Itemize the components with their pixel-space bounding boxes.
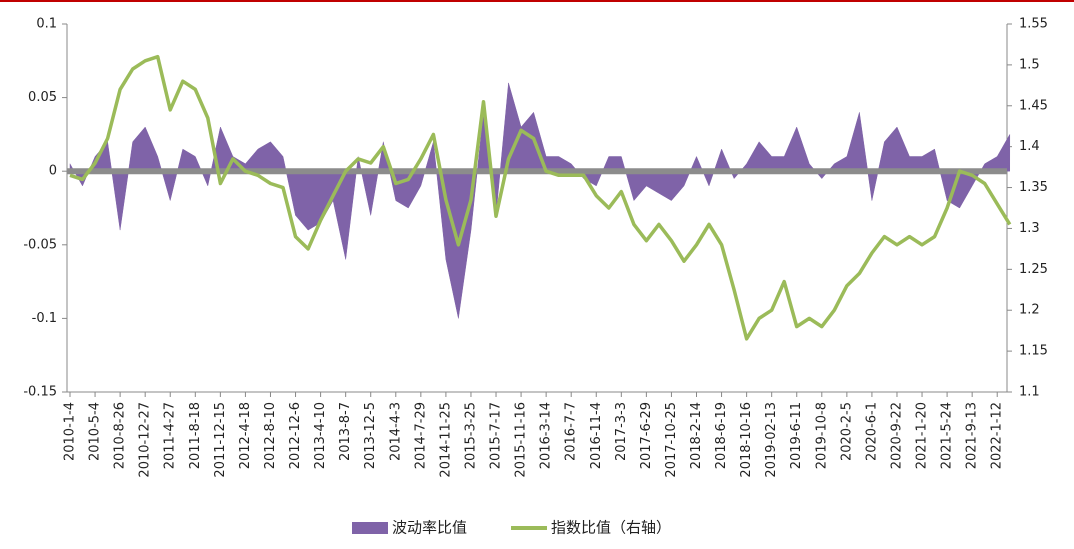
x-tick-label: 2019-02-13 [764,402,779,478]
x-tick-label: 2021-1-20 [915,402,930,469]
volatility-area [69,82,1011,319]
x-tick-label: 2018-6-19 [714,402,729,469]
x-tick-label: 2011-8-18 [188,402,203,469]
x-tick-label: 2020-6-1 [864,402,879,461]
x-tick-label: 2020-9-22 [889,402,904,469]
x-tick-label: 2011-4-27 [163,402,178,469]
x-tick-label: 2012-8-10 [263,402,278,469]
x-tick-label: 2019-10-8 [814,402,829,469]
x-tick-label: 2017-3-3 [614,402,629,461]
y2-tick-label: 1.5 [1019,57,1040,72]
index-line [69,54,1012,341]
x-tick-label: 2015-3-25 [463,402,478,469]
x-tick-label: 2010-5-4 [88,402,103,461]
x-tick-label: 2018-10-16 [739,402,754,478]
x-tick-label: 2015-7-17 [489,402,504,469]
legend-label: 波动率比值 [392,519,467,537]
y-tick-label: -0.05 [23,237,57,252]
x-tick-label: 2014-4-3 [388,402,403,461]
y-tick-label: -0.15 [23,385,57,400]
x-tick-label: 2017-6-29 [639,402,654,469]
x-tick-label: 2014-7-29 [413,402,428,469]
x-tick-label: 2013-12-5 [363,402,378,469]
y2-tick-label: 1.2 [1019,303,1040,318]
y-tick-label: 0.1 [36,17,57,32]
x-tick-label: 2010-12-27 [138,402,153,478]
y-tick-label: 0 [49,164,57,179]
x-tick-label: 2010-1-4 [63,402,78,461]
y-tick-label: -0.1 [32,311,57,326]
x-tick-label: 2020-2-5 [839,402,854,461]
x-tick-label: 2022-1-12 [990,402,1005,469]
legend-label: 指数比值（右轴） [551,519,671,537]
x-tick-label: 2019-6-11 [789,402,804,469]
y2-tick-label: 1.3 [1019,221,1040,236]
y2-tick-label: 1.1 [1019,385,1040,400]
x-tick-label: 2021-9-13 [965,402,980,469]
y2-tick-label: 1.45 [1019,98,1048,113]
x-tick-label: 2015-11-16 [514,402,529,478]
x-tick-label: 2011-12-15 [213,402,228,478]
y2-tick-label: 1.25 [1019,262,1048,277]
x-tick-label: 2018-2-14 [689,402,704,469]
x-tick-label: 2014-11-25 [438,402,453,478]
y2-tick-label: 1.35 [1019,180,1048,195]
y2-tick-label: 1.55 [1019,17,1048,32]
x-tick-label: 2021-5-24 [940,402,955,469]
legend-swatch [352,522,388,534]
y2-tick-label: 1.4 [1019,139,1040,154]
x-tick-label: 2016-3-14 [539,402,554,469]
x-tick-label: 2013-4-10 [313,402,328,469]
y2-tick-label: 1.15 [1019,344,1048,359]
x-tick-label: 2017-10-25 [664,402,679,478]
x-tick-label: 2012-4-18 [238,402,253,469]
x-tick-label: 2012-12-6 [288,402,303,469]
x-tick-label: 2013-8-7 [338,402,353,461]
x-tick-label: 2016-7-7 [564,402,579,461]
x-tick-label: 2010-8-26 [113,402,128,469]
y-tick-label: 0.05 [28,90,57,105]
x-tick-label: 2016-11-4 [589,402,604,469]
